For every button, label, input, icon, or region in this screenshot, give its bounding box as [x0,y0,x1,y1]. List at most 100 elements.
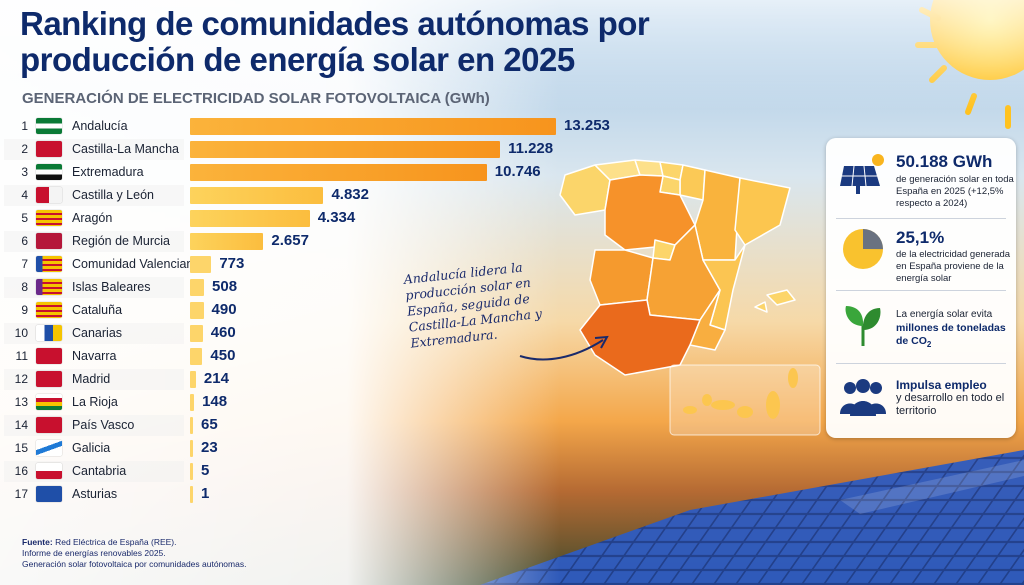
category-label: Comunidad Valenciana [72,257,201,271]
map-baleares-b [754,301,768,313]
divider [836,218,1006,219]
rank-label: 10 [14,326,28,340]
rank-label: 12 [14,372,28,386]
category-label: Andalucía [72,119,128,133]
bar [190,141,501,158]
rank-label: 16 [14,464,28,478]
bar [190,325,203,342]
footer-line-3: Generación solar fotovoltaica por comuni… [22,559,247,569]
divider [836,290,1006,291]
value-label: 2.657 [271,232,309,249]
footer-label: Fuente: [22,537,53,547]
pie-chart-icon [843,229,884,269]
region-flag-icon [36,440,62,456]
region-flag-icon [36,302,62,318]
rank-label: 7 [21,257,28,271]
bar [190,233,264,250]
solar-share-value: 25,1% [896,228,945,247]
rank-label: 1 [21,119,28,133]
bar [190,371,196,388]
category-label: Islas Baleares [72,280,151,294]
value-label: 1 [201,485,210,502]
category-label: Aragón [72,211,113,225]
chart-axis-label: GENERACIÓN DE ELECTRICIDAD SOLAR FOTOVOL… [22,90,490,107]
category-label: Asturias [72,487,118,501]
rank-label: 2 [21,142,28,156]
category-label: Canarias [72,326,123,340]
page-title: Ranking de comunidades autónomas por pro… [20,5,650,78]
value-label: 460 [210,324,236,341]
map-extremadura [589,249,654,306]
region-flag-icon [36,118,62,134]
value-label: 490 [211,301,237,318]
category-label: Cantabria [72,464,127,478]
region-flag-icon [36,141,62,157]
footer-line-2: Informe de energías renovables 2025. [22,548,166,558]
footer-source: Fuente: Red Eléctrica de España (REE). I… [22,537,246,570]
co2-intro: La energía solar evita [896,309,993,320]
value-label: 4.334 [317,209,356,226]
bar [190,417,193,434]
total-generation-desc: de generación solar en toda España en 20… [896,174,1014,209]
co2-bold: millones de toneladas de CO [896,322,1006,347]
region-flag-icon [36,417,62,433]
category-label: País Vasco [72,418,135,432]
map-navarra [679,164,706,201]
solar-share-desc: de la electricidad generada en España pr… [896,249,1011,284]
stats-panel: 50.188 GWh de generación solar en toda E… [826,138,1016,438]
rank-label: 8 [21,280,28,294]
category-label: Castilla-La Mancha [72,142,179,156]
jobs-desc: y desarrollo en todo el territorio [896,392,1005,417]
bar [190,210,310,227]
region-flag-icon [36,394,62,410]
annotation-arrow-icon [519,335,609,361]
region-flag-icon [36,371,62,387]
category-label: Extremadura [72,165,144,179]
map-baleares [766,289,796,306]
value-label: 508 [212,278,238,295]
divider [836,363,1006,364]
solar-panels-illustration [480,450,1024,585]
bar [190,256,212,273]
value-label: 214 [203,370,229,387]
rank-label: 3 [21,165,28,179]
region-flag-icon [36,233,62,249]
region-flag-icon [36,164,62,180]
value-label: 10.746 [494,163,541,180]
value-label: 148 [202,393,228,410]
people-group-icon [840,379,886,416]
top-fade [0,0,1024,110]
value-label: 450 [210,347,236,364]
bar [190,164,487,181]
canarias-inset [669,364,821,436]
region-flag-icon [36,463,62,479]
bar [190,302,204,319]
region-flag-icon [36,187,62,203]
map-castilla-leon [604,174,696,251]
value-label: 23 [201,439,218,456]
footer-line-1: Fuente: Red Eléctrica de España (REE). [22,537,246,548]
map-canarias [683,368,798,419]
bar [190,486,193,503]
value-label: 13.253 [564,117,610,134]
category-label: Navarra [72,349,117,363]
jobs-title: Impulsa empleo [896,378,987,392]
value-label: 65 [201,416,218,433]
value-label: 5 [201,462,210,479]
region-flag-icon [36,279,62,295]
rank-label: 11 [15,349,28,363]
bar [190,440,193,457]
category-label: La Rioja [72,395,118,409]
footer-source-text: Red Eléctrica de España (REE). [55,537,177,547]
rank-label: 5 [21,211,28,225]
bar [190,348,203,365]
spain-map [559,159,821,436]
category-label: Región de Murcia [72,234,170,248]
rank-label: 15 [14,441,28,455]
map-andalucia [579,299,701,376]
bar [190,394,195,411]
rank-label: 13 [14,395,28,409]
rank-label: 17 [14,487,28,501]
region-flag-icon [36,256,62,272]
